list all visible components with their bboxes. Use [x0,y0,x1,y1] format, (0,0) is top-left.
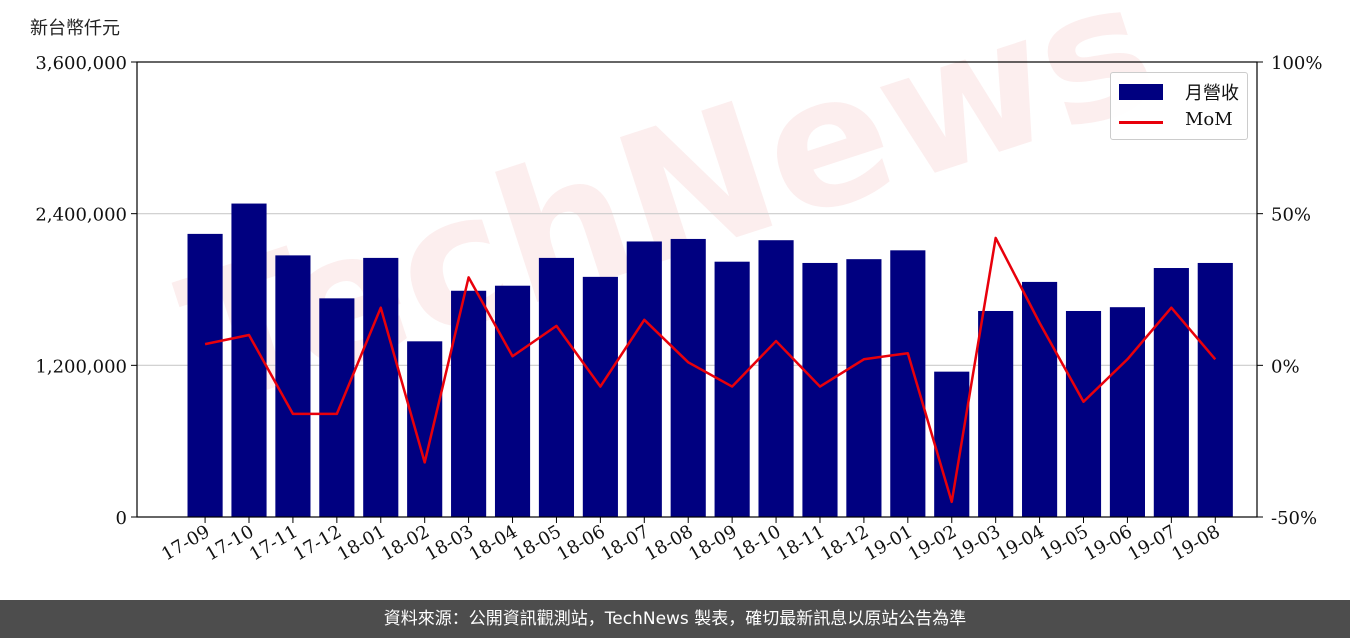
revenue-bar [494,285,531,517]
x-tick-label: 17-12 [290,521,345,565]
revenue-bar [626,241,662,517]
right-tick-label: 50% [1271,205,1311,226]
source-footer: 資料來源：公開資訊觀測站，TechNews 製表，確切最新訊息以原站公告為準 [0,600,1350,638]
revenue-bar [670,238,706,517]
right-tick-label: -50% [1271,508,1317,529]
revenue-bar [846,259,882,517]
left-tick-label: 2,400,000 [35,205,127,226]
revenue-bar [407,341,443,517]
right-axis: -50% 0% 50% 100% [1257,53,1322,529]
revenue-bar [231,203,267,518]
revenue-bar [363,257,399,517]
revenue-bar [275,255,311,517]
x-tick-label: 19-01 [861,521,916,565]
revenue-bar [538,257,575,517]
x-tick-label: 18-07 [597,521,652,565]
x-tick-label: 18-04 [466,521,521,565]
x-tick-label: 18-11 [773,521,828,565]
bar-series [187,203,1233,518]
x-tick-label: 18-09 [685,521,740,565]
x-tick-label: 18-05 [510,521,565,565]
revenue-bar [890,250,926,517]
revenue-bar [319,298,355,517]
x-tick-label: 18-10 [729,521,784,565]
legend-label-mom: MoM [1185,109,1233,130]
x-tick-label: 19-08 [1168,521,1223,565]
revenue-bar [582,276,618,517]
revenue-bar [802,262,838,517]
revenue-bar [1109,307,1145,517]
revenue-bar [758,240,794,518]
x-tick-label: 17-11 [246,521,301,565]
x-tick-label: 18-06 [553,521,608,565]
revenue-bar [1022,281,1058,517]
x-tick-label: 18-12 [817,521,872,565]
legend: 月營收 MoM [1110,72,1248,140]
revenue-bar [978,310,1014,517]
x-tick-label: 19-04 [993,521,1048,565]
revenue-bar [1197,262,1233,517]
left-tick-label: 3,600,000 [35,53,127,74]
revenue-bar [187,233,223,517]
legend-swatch-line [1119,121,1163,124]
legend-swatch-bar [1119,84,1163,100]
x-tick-label: 18-08 [641,521,696,565]
x-tick-label: 19-06 [1080,521,1135,565]
right-tick-label: 100% [1271,53,1322,74]
left-tick-label: 1,200,000 [35,356,127,377]
plot-frame [136,61,1258,518]
x-tick-label: 17-10 [202,521,257,565]
legend-label-revenue: 月營收 [1185,83,1239,104]
x-axis: 17-0917-1017-1117-1218-0118-0218-0318-04… [158,517,1224,565]
x-tick-label: 18-02 [378,521,433,565]
revenue-bar [934,371,970,517]
x-tick-label: 19-05 [1037,521,1092,565]
left-tick-label: 0 [116,508,127,529]
mom-line [204,236,1217,504]
right-tick-label: 0% [1271,356,1300,377]
x-tick-label: 18-01 [334,521,389,565]
mom-line-series [204,236,1217,504]
x-tick-label: 19-07 [1124,521,1179,565]
revenue-bar [1065,310,1102,517]
revenue-bar [714,261,750,517]
x-tick-label: 17-09 [158,521,213,565]
combo-chart: 0 1,200,000 2,400,000 3,600,000 -50% 0% 50% 10… [35,53,1322,565]
x-tick-label: 19-03 [949,521,1004,565]
left-axis: 0 1,200,000 2,400,000 3,600,000 [35,53,137,529]
x-tick-label: 19-02 [905,521,960,565]
y-axis-unit-label: 新台幣仟元 [30,18,120,39]
x-tick-label: 18-03 [422,521,477,565]
revenue-bar [1153,268,1189,517]
